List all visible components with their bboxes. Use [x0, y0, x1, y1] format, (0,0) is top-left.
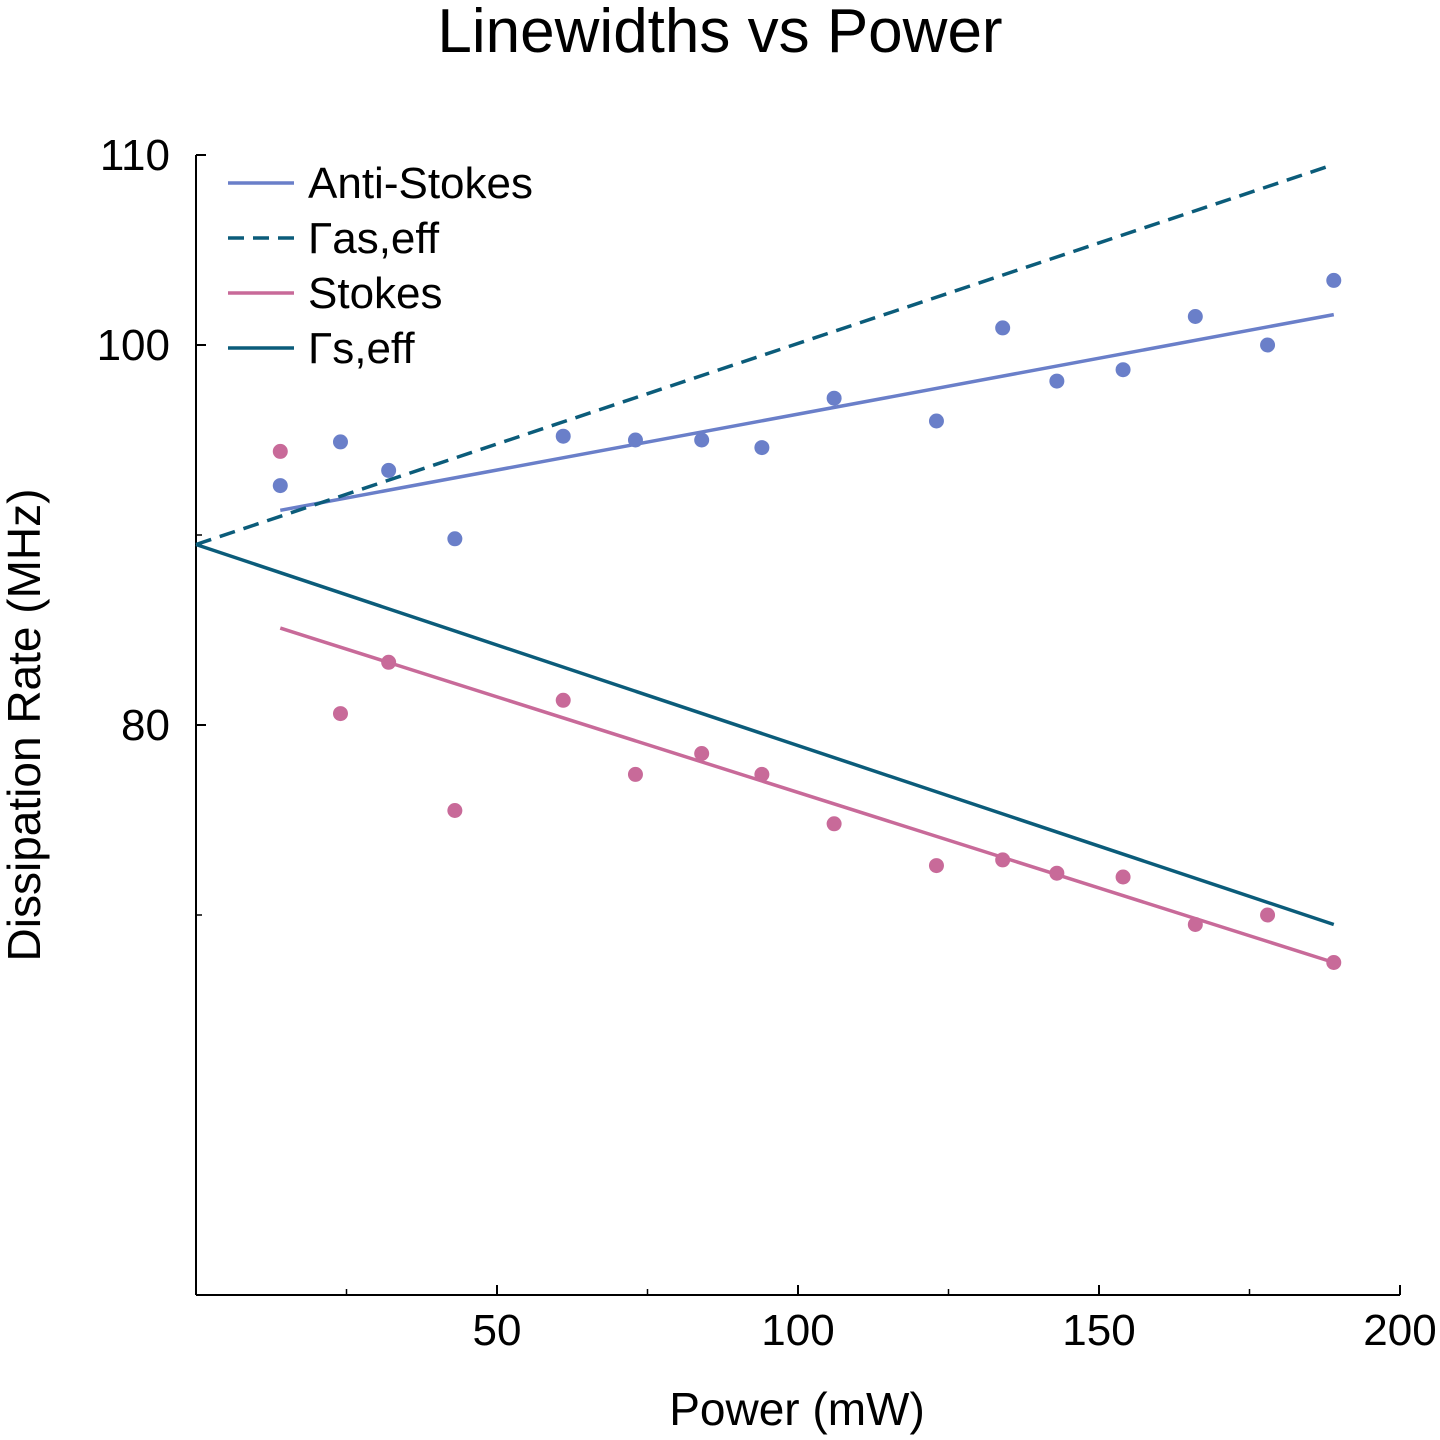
data-point-anti-stokes [555, 428, 571, 444]
legend-label: Γs,eff [308, 324, 415, 373]
data-point-stokes [555, 692, 571, 708]
data-point-stokes [1326, 955, 1342, 970]
data-point-stokes [332, 706, 348, 722]
fit-line-anti-stokes [279, 312, 1335, 513]
chart-title: Linewidths vs Power [437, 0, 1002, 66]
data-point-stokes [1115, 869, 1131, 885]
data-point-anti-stokes [1187, 309, 1203, 324]
data-point-anti-stokes [381, 462, 397, 478]
data-point-stokes [627, 766, 643, 782]
data-point-anti-stokes [272, 478, 288, 494]
x-tick-label: 100 [761, 1306, 834, 1355]
data-point-anti-stokes [332, 434, 348, 450]
legend-label: Anti-Stokes [308, 159, 533, 208]
y-tick-label: 80 [121, 701, 170, 750]
legend-label: Γas,eff [308, 214, 440, 263]
data-point-stokes [447, 803, 463, 818]
data-point-anti-stokes [995, 320, 1011, 336]
data-point-anti-stokes [826, 390, 842, 406]
data-point-stokes [272, 443, 288, 459]
fit-lines [195, 162, 1335, 965]
legend: Anti-Stokes Γas,eff Stokes Γs,eff [228, 159, 533, 373]
data-point-anti-stokes [1260, 337, 1276, 353]
data-point-stokes [754, 766, 770, 782]
fit-line-stokes [279, 626, 1335, 965]
x-axis-label: Power (mW) [669, 1383, 925, 1435]
data-point-stokes [694, 746, 710, 761]
data-point-anti-stokes [754, 440, 770, 456]
data-point-stokes [381, 654, 397, 670]
data-point-anti-stokes [928, 413, 944, 429]
data-point-anti-stokes [627, 432, 643, 448]
y-tick-label: 100 [97, 321, 170, 370]
legend-label: Stokes [308, 269, 443, 318]
data-point-stokes [1049, 865, 1065, 881]
data-point-anti-stokes [447, 531, 463, 547]
data-point-stokes [1260, 907, 1276, 923]
data-point-anti-stokes [1049, 373, 1065, 389]
x-tick-label: 150 [1062, 1306, 1135, 1355]
data-point-stokes [928, 858, 944, 874]
data-points [272, 272, 1342, 970]
data-point-stokes [1187, 917, 1203, 932]
data-point-stokes [826, 816, 842, 832]
x-tick-label: 50 [473, 1306, 522, 1355]
y-tick-label: 110 [100, 131, 170, 180]
data-point-anti-stokes [1115, 362, 1131, 378]
fit-line-s-eff [195, 542, 1335, 927]
y-axis-label: Dissipation Rate (MHz) [0, 489, 50, 962]
data-point-anti-stokes [694, 432, 710, 448]
axes: 50 100 150 200 80 100 110 [97, 131, 1437, 1355]
data-point-anti-stokes [1326, 272, 1342, 288]
data-point-stokes [995, 852, 1011, 868]
x-tick-label: 200 [1363, 1306, 1436, 1355]
